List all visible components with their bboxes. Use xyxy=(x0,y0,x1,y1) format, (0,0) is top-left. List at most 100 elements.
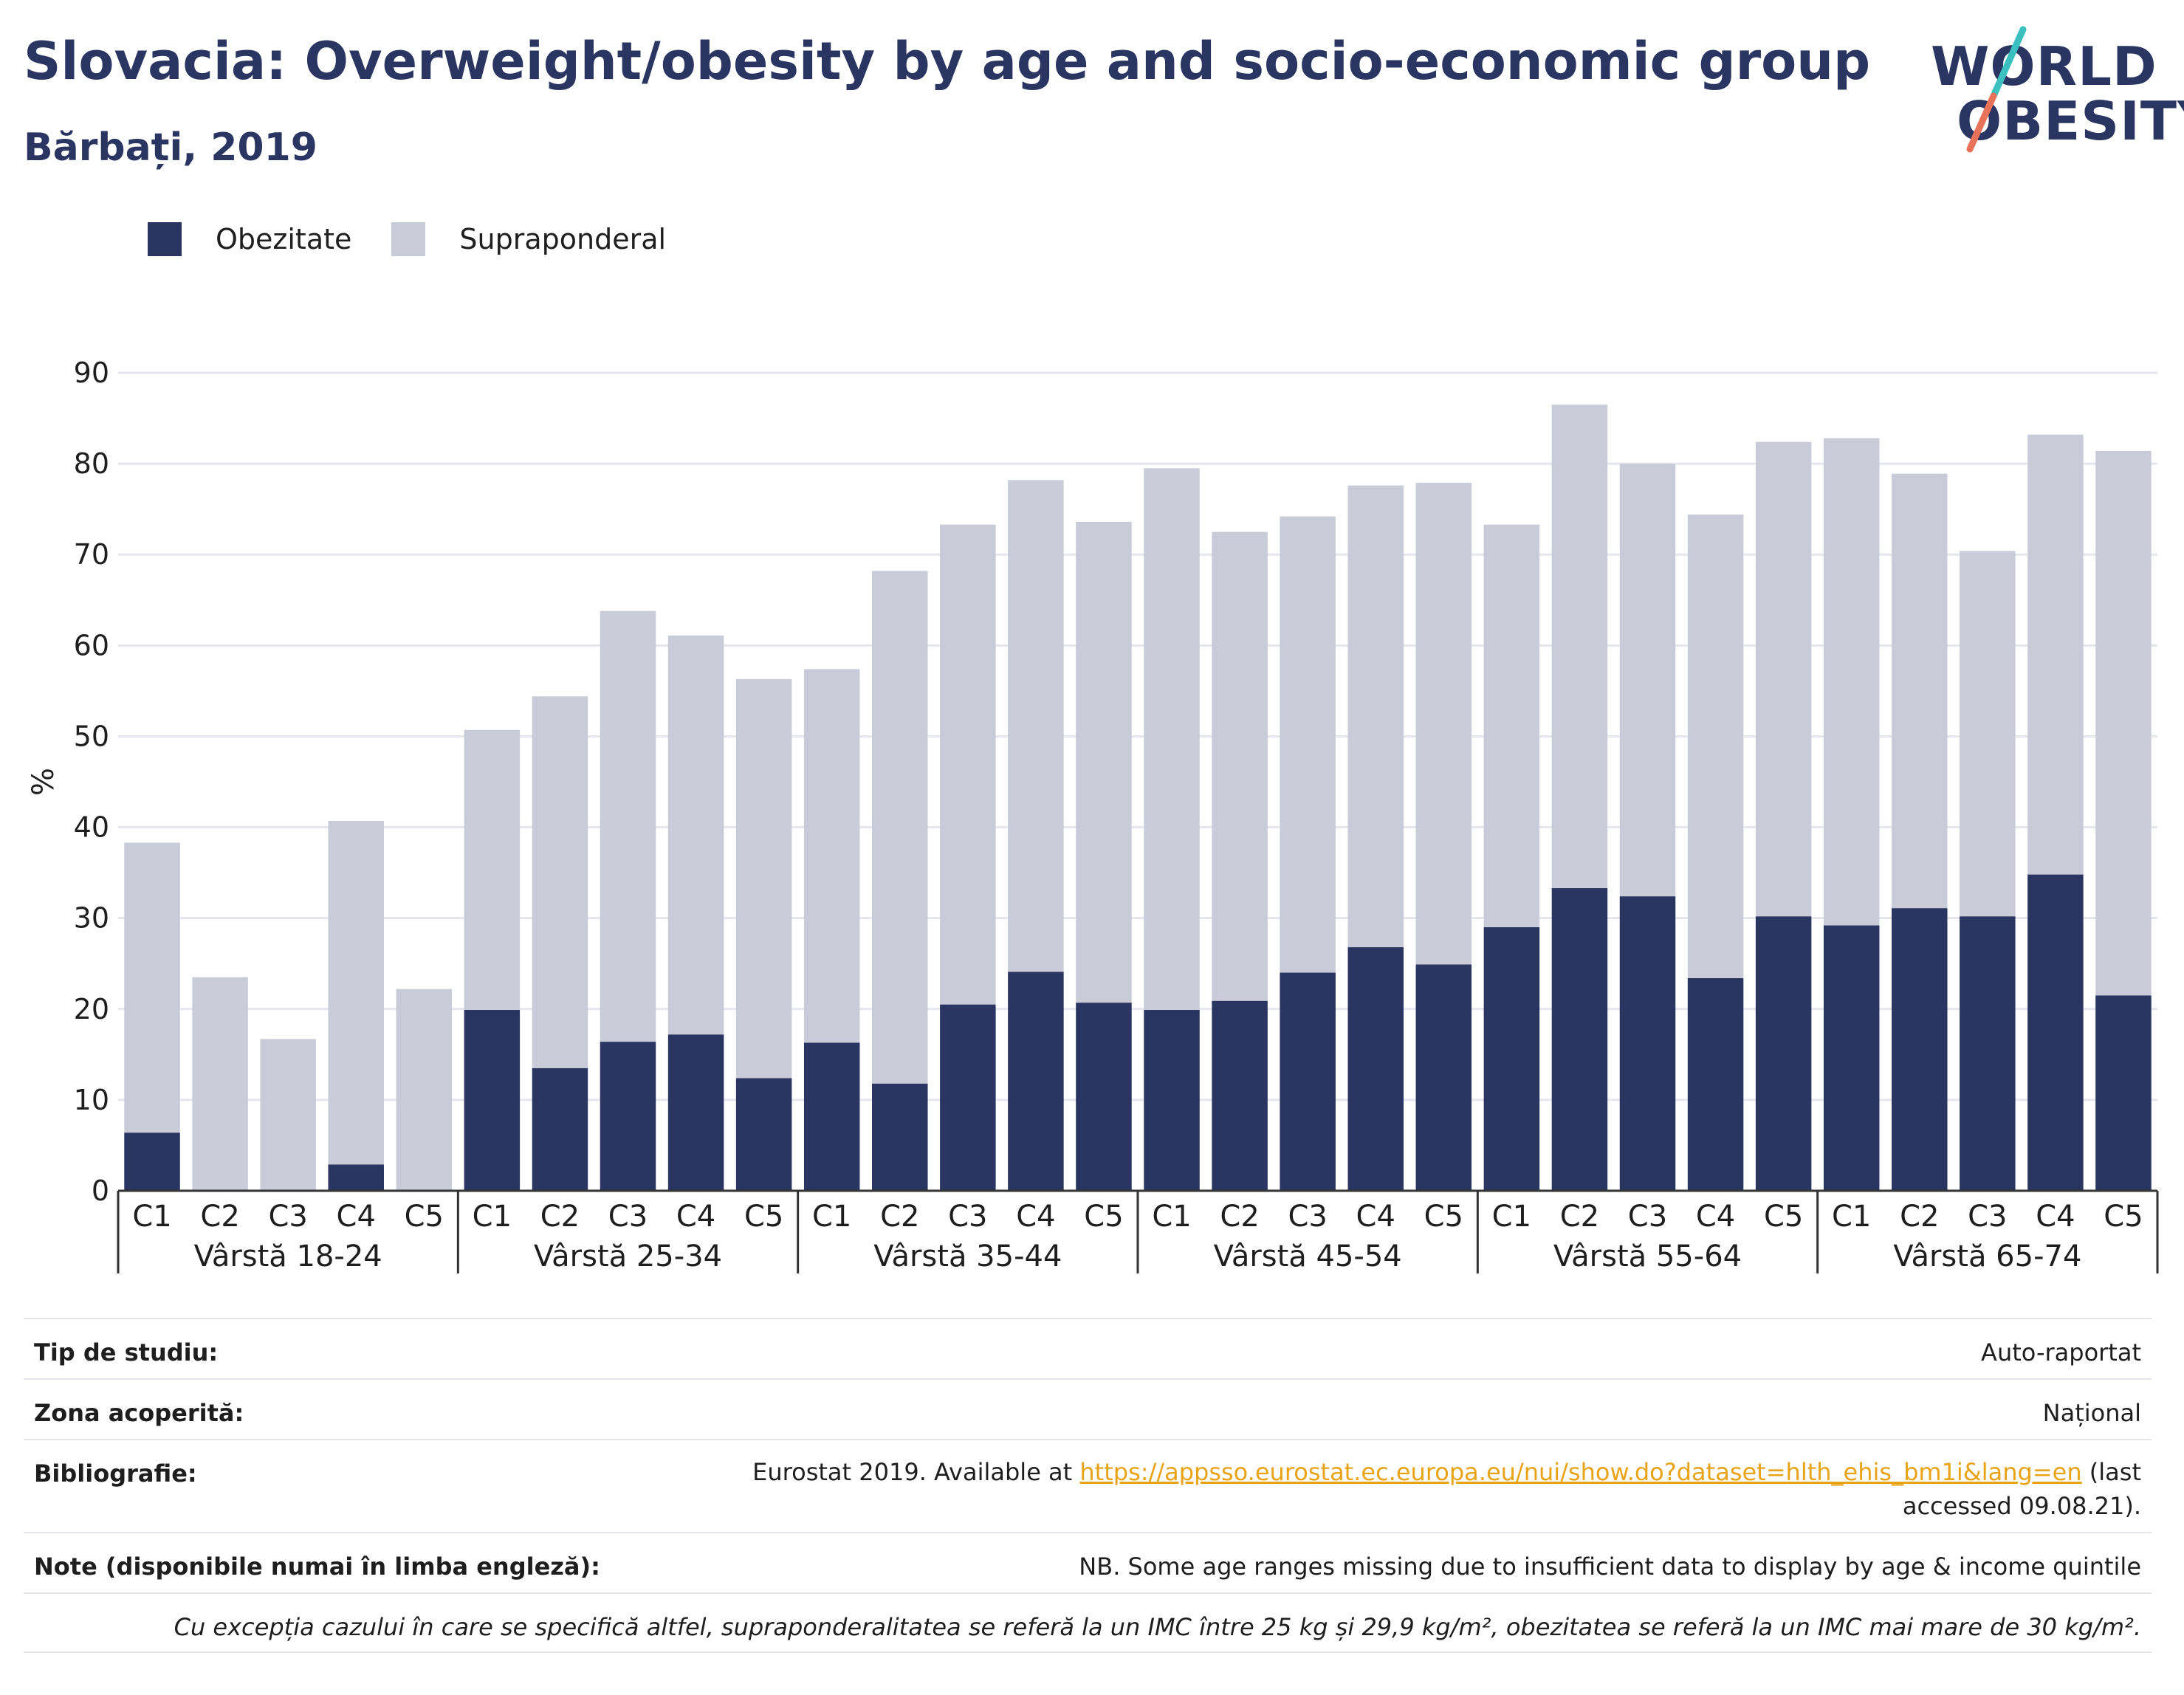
bar-overweight xyxy=(1483,524,1540,927)
x-tick-label: C5 xyxy=(1424,1200,1463,1234)
x-tick-label: C2 xyxy=(1220,1200,1259,1234)
bar-overweight xyxy=(1960,551,2016,917)
legend-swatch-overweight xyxy=(391,222,426,256)
coverage-value: Național xyxy=(2042,1399,2141,1427)
bar-overweight xyxy=(600,611,656,1042)
world-obesity-logo: WORLD OBESITY xyxy=(1912,22,2184,162)
notes-value: NB. Some age ranges missing due to insuf… xyxy=(1079,1553,2141,1581)
legend-label-overweight: Supraponderal xyxy=(459,223,667,255)
x-tick-label: C2 xyxy=(540,1200,580,1234)
bar-obesity xyxy=(1280,972,1336,1191)
x-tick-label: C1 xyxy=(1832,1200,1871,1234)
info-table: Tip de studiu: Auto-raportat Zona acoper… xyxy=(24,1318,2152,1653)
bar-overweight xyxy=(1144,468,1200,1011)
x-tick-label: C3 xyxy=(1288,1200,1327,1234)
bar-obesity xyxy=(600,1042,656,1191)
y-tick-label: 10 xyxy=(74,1084,109,1116)
info-row-bibliography: Bibliografie: Eurostat 2019. Available a… xyxy=(24,1439,2152,1532)
x-tick-label: C5 xyxy=(1084,1200,1123,1234)
stacked-bar-chart: 0 10 20 30 40 50 60 70 80 90% C1 C2 C3 C4 C5 Vârstă 18-… xyxy=(27,357,2159,1273)
group-label: Vârstă 55-64 xyxy=(1553,1240,1742,1273)
group-label: Vârstă 45-54 xyxy=(1214,1240,1402,1273)
y-tick-label: 0 xyxy=(92,1175,109,1207)
bar-obesity xyxy=(667,1034,724,1191)
bar-overweight xyxy=(940,524,996,1005)
y-axis-label: % xyxy=(27,768,61,796)
bar-overweight xyxy=(1551,405,1608,889)
x-tick-label: C1 xyxy=(812,1200,851,1234)
chart-title: Slovacia: Overweight/obesity by age and … xyxy=(24,31,1871,92)
bar-overweight xyxy=(1415,482,1472,965)
x-tick-label: C4 xyxy=(1356,1200,1395,1234)
footnote-text: Cu excepția cazului în care se specifică… xyxy=(174,1613,2141,1641)
y-tick-label: 70 xyxy=(74,538,109,571)
bar-obesity xyxy=(1347,947,1404,1191)
x-tick-label: C1 xyxy=(132,1200,171,1234)
info-row-notes: Note (disponibile numai în limba engleză… xyxy=(24,1532,2152,1592)
x-tick-label: C3 xyxy=(1968,1200,2007,1234)
bar-overweight xyxy=(1280,516,1336,973)
x-tick-label: C1 xyxy=(1152,1200,1191,1234)
study-type-value: Auto-raportat xyxy=(1981,1338,2141,1366)
notes-label: Note (disponibile numai în limba engleză… xyxy=(34,1553,600,1581)
bar-obesity xyxy=(1076,1003,1132,1191)
x-tick-label: C5 xyxy=(1764,1200,1803,1234)
bibliography-link[interactable]: https://appsso.eurostat.ec.europa.eu/nui… xyxy=(1079,1458,2082,1486)
bar-obesity xyxy=(940,1004,996,1191)
y-tick-label: 50 xyxy=(74,720,109,752)
bar-obesity xyxy=(1483,926,1540,1191)
bar-overweight xyxy=(2027,434,2084,875)
legend-item-obesity: Obezitate xyxy=(148,222,351,256)
x-tick-label: C3 xyxy=(268,1200,307,1234)
bar-overweight xyxy=(260,1039,316,1191)
bar-overweight xyxy=(735,678,792,1079)
bar-obesity xyxy=(803,1042,860,1191)
x-tick-label: C2 xyxy=(1560,1200,1599,1234)
bar-overweight xyxy=(667,635,724,1035)
bar-overweight xyxy=(1755,441,1812,917)
study-type-label: Tip de studiu: xyxy=(34,1338,219,1366)
x-tick-label: C4 xyxy=(1696,1200,1735,1234)
x-tick-label: C5 xyxy=(744,1200,783,1234)
bibliography-suffix: (last accessed 09.08.21). xyxy=(1902,1458,2141,1520)
bar-overweight xyxy=(1687,515,1744,978)
x-tick-label: C1 xyxy=(473,1200,512,1234)
bar-overweight xyxy=(1892,473,1948,909)
bar-overweight xyxy=(1347,485,1404,948)
info-row-footnote: Cu excepția cazului în care se specifică… xyxy=(24,1592,2152,1653)
logo-slash-icon xyxy=(1966,26,2027,153)
x-tick-label: C2 xyxy=(200,1200,239,1234)
bar-overweight xyxy=(124,842,180,1133)
bar-overweight xyxy=(803,669,860,1043)
bibliography-prefix: Eurostat 2019. Available at xyxy=(752,1458,1080,1486)
legend-item-overweight: Supraponderal xyxy=(391,222,666,256)
x-tick-label: C3 xyxy=(608,1200,648,1234)
y-tick-label: 60 xyxy=(74,629,109,661)
y-tick-label: 20 xyxy=(74,993,109,1025)
bar-obesity xyxy=(532,1067,588,1191)
x-tick-label: C5 xyxy=(405,1200,444,1234)
x-tick-label: C4 xyxy=(1016,1200,1055,1234)
x-tick-label: C5 xyxy=(2104,1200,2143,1234)
bar-overweight xyxy=(328,820,384,1165)
x-tick-label: C3 xyxy=(948,1200,987,1234)
bar-overweight xyxy=(532,696,588,1068)
bar-obesity xyxy=(1212,1000,1268,1191)
legend-label-obesity: Obezitate xyxy=(216,223,352,255)
info-row-coverage: Zona acoperită: Național xyxy=(24,1378,2152,1439)
coverage-label: Zona acoperită: xyxy=(34,1399,244,1427)
chart-legend: Obezitate Supraponderal xyxy=(148,219,706,260)
bar-overweight xyxy=(1212,532,1268,1001)
bar-overweight xyxy=(1076,521,1132,1003)
bar-overweight xyxy=(872,571,928,1084)
info-row-study-type: Tip de studiu: Auto-raportat xyxy=(24,1318,2152,1378)
chart-subtitle: Bărbați, 2019 xyxy=(24,126,317,170)
x-tick-label: C1 xyxy=(1492,1200,1531,1234)
group-label: Vârstă 18-24 xyxy=(194,1240,382,1273)
legend-swatch-obesity xyxy=(148,222,182,256)
bar-overweight xyxy=(1619,464,1676,897)
bibliography-value: Eurostat 2019. Available at https://apps… xyxy=(665,1455,2141,1523)
bar-obesity xyxy=(872,1083,928,1191)
bar-obesity xyxy=(2095,995,2152,1191)
bar-obesity xyxy=(1823,925,1880,1191)
